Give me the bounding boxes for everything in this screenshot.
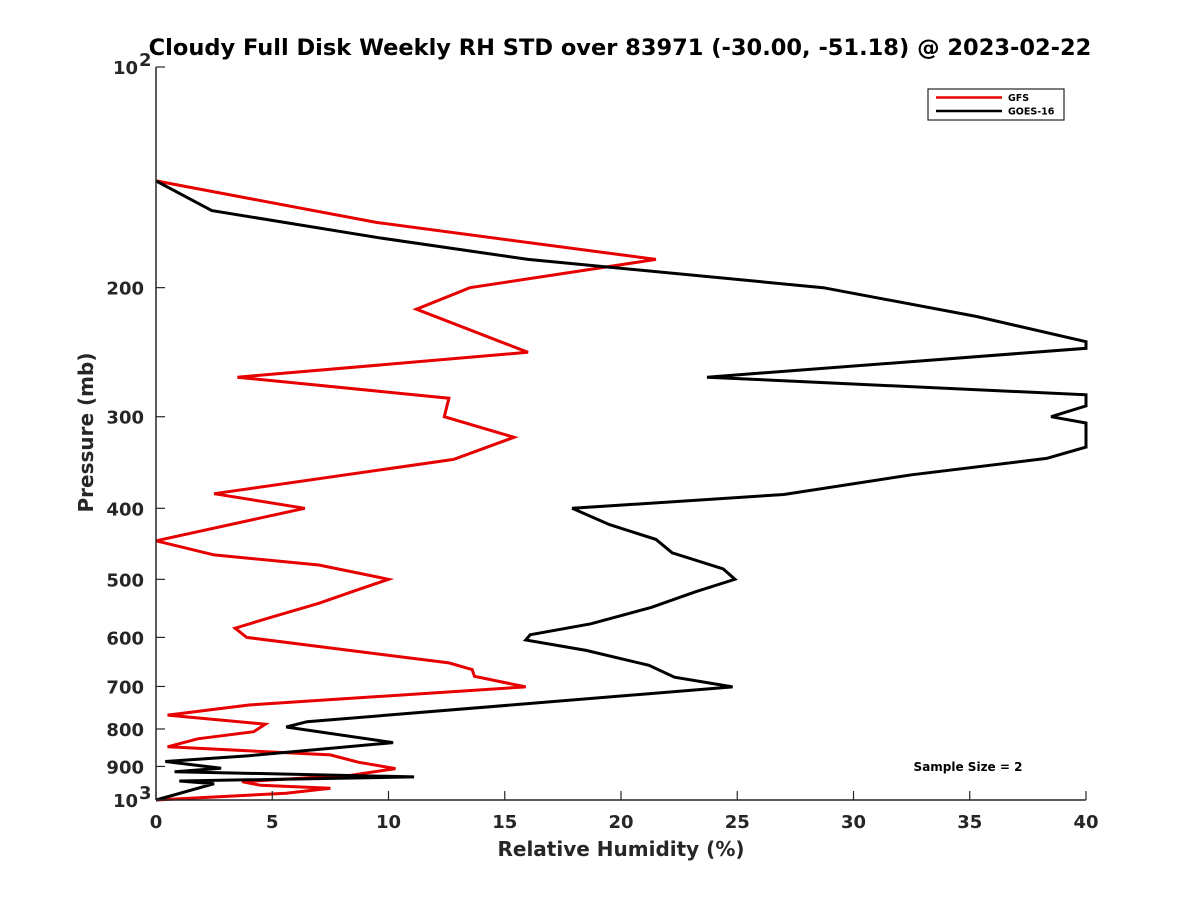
y-tick-label: 10 — [113, 791, 138, 812]
y-tick-label: 700 — [106, 677, 144, 698]
y-tick-label: 800 — [106, 720, 144, 741]
legend-label-goes-16: GOES-16 — [1008, 107, 1055, 118]
y-tick-label: 400 — [106, 499, 144, 520]
x-tick-label: 40 — [1073, 812, 1098, 833]
y-tick-label: 500 — [106, 570, 144, 591]
series-group — [155, 179, 1088, 802]
x-tick-label: 10 — [376, 812, 401, 833]
y-tick-label: 300 — [106, 408, 144, 429]
x-axis-label: Relative Humidity (%) — [497, 837, 744, 861]
legend-label-gfs: GFS — [1008, 93, 1029, 104]
y-tick-label: 10 — [113, 58, 138, 79]
y-tick-label-exponent: 2 — [139, 50, 152, 71]
sample-size-annotation: Sample Size = 2 — [914, 760, 1023, 774]
y-tick-label: 600 — [106, 628, 144, 649]
legend-box — [927, 88, 1065, 121]
y-tick-label: 900 — [106, 757, 144, 778]
series-line-goes-16 — [155, 179, 1088, 802]
x-axis-ticks: 0 5 10 15 20 25 30 35 40 — [150, 791, 1099, 833]
legend: GFS GOES-16 — [927, 88, 1065, 121]
x-tick-label: 15 — [492, 812, 517, 833]
x-tick-label: 0 — [150, 812, 163, 833]
x-tick-label: 25 — [725, 812, 750, 833]
x-tick-label: 5 — [266, 812, 279, 833]
y-tick-label-exponent: 3 — [139, 783, 152, 804]
x-tick-label: 30 — [841, 812, 866, 833]
series-line-gfs — [155, 179, 657, 802]
x-tick-label: 20 — [608, 812, 633, 833]
chart-title: Cloudy Full Disk Weekly RH STD over 8397… — [149, 35, 1092, 61]
y-axis-label: Pressure (mb) — [74, 353, 98, 513]
y-tick-label: 200 — [106, 279, 144, 300]
x-tick-label: 35 — [957, 812, 982, 833]
plot-area: 0 5 10 15 20 25 30 35 40 10 220030040050060070080… — [106, 50, 1098, 833]
